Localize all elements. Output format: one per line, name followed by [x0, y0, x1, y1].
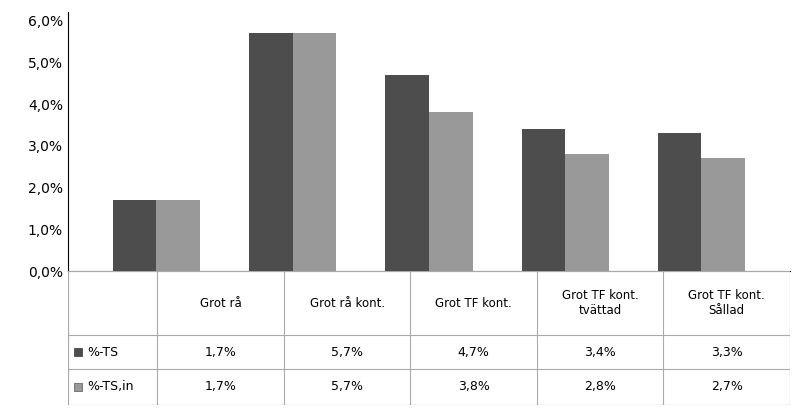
- Bar: [73, 383, 82, 391]
- Text: 1,7%: 1,7%: [204, 346, 236, 359]
- Bar: [565, 154, 609, 271]
- Text: Grot TF kont.
tvättad: Grot TF kont. tvättad: [562, 289, 638, 317]
- Text: 1,7%: 1,7%: [204, 380, 236, 393]
- Text: 2,8%: 2,8%: [584, 380, 616, 393]
- Text: 5,7%: 5,7%: [331, 380, 363, 393]
- Text: Grot TF kont.: Grot TF kont.: [436, 297, 512, 310]
- Text: 5,7%: 5,7%: [331, 346, 363, 359]
- Bar: [156, 200, 200, 271]
- Text: Grot rå kont.: Grot rå kont.: [310, 297, 385, 310]
- Bar: [73, 348, 82, 356]
- Text: 4,7%: 4,7%: [458, 346, 490, 359]
- Bar: [249, 33, 293, 271]
- Text: 3,3%: 3,3%: [711, 346, 743, 359]
- Text: Grot rå: Grot rå: [200, 297, 242, 310]
- Text: %-TS: %-TS: [87, 346, 118, 359]
- Bar: [658, 133, 701, 271]
- Bar: [701, 158, 745, 271]
- Text: 3,8%: 3,8%: [458, 380, 490, 393]
- Bar: [293, 33, 336, 271]
- Bar: [522, 129, 565, 271]
- Bar: [385, 75, 429, 271]
- Bar: [113, 200, 156, 271]
- Bar: [429, 112, 472, 271]
- Text: Grot TF kont.
Sållad: Grot TF kont. Sållad: [689, 289, 765, 317]
- Text: %-TS,in: %-TS,in: [87, 380, 133, 393]
- Text: 3,4%: 3,4%: [584, 346, 616, 359]
- Text: 2,7%: 2,7%: [711, 380, 743, 393]
